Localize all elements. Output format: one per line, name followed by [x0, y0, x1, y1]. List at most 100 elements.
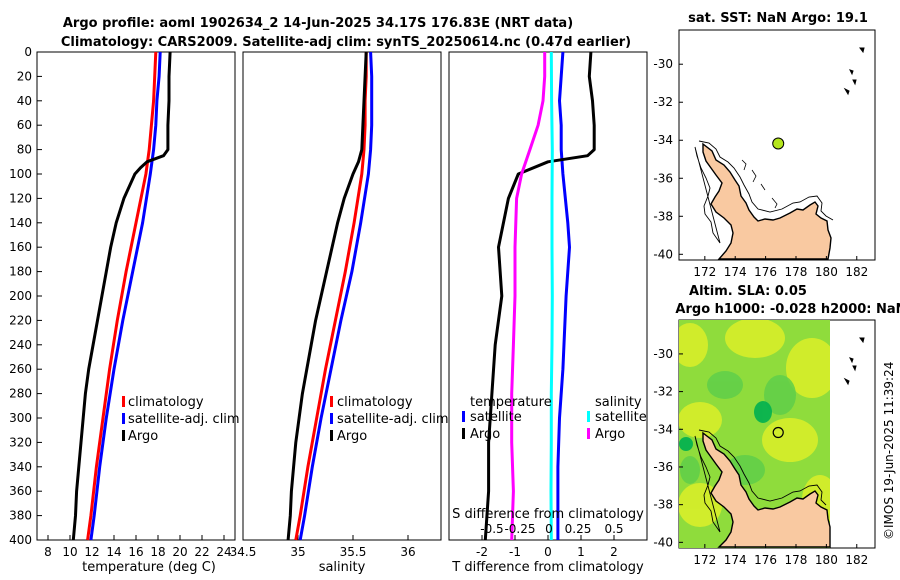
x-tick-label: 34.5 — [230, 545, 257, 559]
s-diff-tick-label: 0 — [545, 522, 553, 536]
legend-swatch-satellite — [122, 413, 125, 424]
legend-label-satellite-adj: satellite-adj. clim — [337, 412, 449, 427]
depth-tick-label: 40 — [17, 94, 32, 108]
x-tick-label: 16 — [128, 545, 143, 559]
s-diff-tick-label: -0.5 — [480, 522, 503, 536]
depth-tick-label: 120 — [9, 191, 32, 205]
depth-tick-label: 260 — [9, 362, 32, 376]
legend-label-argo: Argo — [337, 429, 367, 444]
map-y-tick-label: -36 — [653, 171, 673, 185]
x-tick-label: 0 — [544, 545, 552, 559]
legend-swatch-climatology — [122, 396, 125, 407]
series-line-satellite-adj-clim — [89, 51, 162, 541]
argo-float-marker — [772, 137, 785, 150]
depth-tick-label: 160 — [9, 240, 32, 254]
legend-swatch-argo — [330, 430, 333, 441]
map-x-tick-label: 172 — [693, 265, 716, 279]
x-tick-label: 12 — [84, 545, 99, 559]
sst-map-title: sat. SST: NaN Argo: 19.1 — [688, 11, 868, 26]
legend-title-salinity: salinity — [595, 395, 642, 410]
map-x-tick-label: 172 — [693, 553, 716, 567]
map-x-tick-label: 180 — [815, 553, 838, 567]
map-x-tick-label: 176 — [754, 265, 777, 279]
legend-swatch-satellite — [330, 413, 333, 424]
sst-map: sat. SST: NaN Argo: 19.1 172 174 176 178 180… — [653, 11, 876, 279]
temperature-series — [71, 51, 172, 541]
depth-tick-label: 400 — [9, 533, 32, 547]
depth-tick-label: 0 — [24, 45, 32, 59]
difference-series — [483, 51, 596, 541]
series-line-satellite-adj-clim — [298, 51, 374, 541]
temperature-x-label: temperature (deg C) — [82, 560, 216, 575]
map-x-tick-label: 182 — [845, 553, 868, 567]
temperature-axis: 8 10 12 14 16 18 20 22 24 — [44, 535, 232, 559]
salinity-x-label: salinity — [319, 560, 366, 575]
legend-swatch-climatology — [330, 396, 333, 407]
x-tick-label: 1 — [577, 545, 585, 559]
x-tick-label: 22 — [194, 545, 209, 559]
x-tick-label: 10 — [62, 545, 77, 559]
depth-tick-label: 300 — [9, 411, 32, 425]
s-difference-axis: -0.5 -0.25 0 0.25 0.5 — [480, 522, 623, 536]
continental-shelf-outline — [694, 140, 834, 244]
depth-tick-label: 20 — [17, 69, 32, 83]
depth-tick-label: 140 — [9, 216, 32, 230]
map-y-tick-label: -40 — [653, 535, 673, 549]
depth-tick-label: 380 — [9, 509, 32, 523]
temperature-legend: climatology satellite-adj. clim Argo — [122, 395, 240, 444]
map-x-tick-label: 180 — [815, 265, 838, 279]
series-line-argo — [71, 51, 172, 541]
kermadec-islands — [843, 47, 865, 96]
series-line-temperature-argo — [483, 51, 596, 541]
series-line-salinity-argo — [510, 52, 547, 541]
depth-tick-label: 360 — [9, 484, 32, 498]
x-tick-label: 20 — [172, 545, 187, 559]
depth-tick-label: 60 — [17, 118, 32, 132]
legend-swatch-t-argo — [462, 428, 465, 439]
map-y-tick-label: -32 — [653, 95, 673, 109]
sla-map: Altim. SLA: 0.05 Argo h1000: -0.028 h200… — [653, 284, 900, 567]
legend-swatch-s-satellite — [587, 411, 590, 422]
depth-tick-label: 180 — [9, 265, 32, 279]
depth-tick-label: 340 — [9, 460, 32, 474]
x-tick-label: -1 — [509, 545, 521, 559]
depth-tick-label: 100 — [9, 167, 32, 181]
new-zealand-land — [702, 431, 831, 548]
map-y-tick-label: -30 — [653, 57, 673, 71]
x-tick-label: 8 — [44, 545, 52, 559]
sst-map-axes: 172 174 176 178 180 182 -30 -32 -34 -36 -38 -40 — [653, 57, 868, 279]
map-x-tick-label: 182 — [845, 265, 868, 279]
depth-tick-label: 320 — [9, 435, 32, 449]
s-diff-tick-label: -0.25 — [504, 522, 535, 536]
new-zealand-land — [702, 142, 832, 260]
difference-profile-panel: -2 -1 0 1 2 temperature satellite Argo salin… — [448, 51, 648, 575]
legend-swatch-s-argo — [587, 428, 590, 439]
legend-label-t-argo: Argo — [470, 427, 500, 442]
t-difference-x-label: T difference from climatology — [451, 560, 644, 575]
figure-title-line1: Argo profile: aoml 1902634_2 14-Jun-2025… — [63, 16, 573, 31]
depth-tick-label: 240 — [9, 338, 32, 352]
continental-shelf-outline — [694, 429, 827, 533]
series-line-salinity-satellite — [549, 51, 554, 541]
depth-tick-label: 200 — [9, 289, 32, 303]
map-x-tick-label: 176 — [754, 553, 777, 567]
legend-title-temperature: temperature — [470, 395, 552, 410]
series-line-temperature-satellite — [556, 51, 571, 540]
temperature-profile-panel: 0 20 40 60 80 100 120 140 160 180 200 220 240 260 280 3… — [9, 45, 453, 575]
x-tick-label: 18 — [150, 545, 165, 559]
series-line-argo — [286, 51, 368, 541]
temperature-axes-frame — [36, 51, 236, 541]
map-y-tick-label: -40 — [653, 247, 673, 261]
s-diff-tick-label: 0.25 — [565, 522, 592, 536]
salinity-axes-frame — [242, 51, 442, 541]
legend-label-satellite-adj: satellite-adj. clim — [128, 412, 240, 427]
t-difference-axis: -2 -1 0 1 2 — [476, 535, 618, 559]
legend-swatch-argo — [122, 430, 125, 441]
x-tick-label: 2 — [610, 545, 618, 559]
map-y-tick-label: -36 — [653, 460, 673, 474]
map-y-tick-label: -38 — [653, 498, 673, 512]
depth-tick-label: 80 — [17, 143, 32, 157]
series-line-climatology — [86, 51, 158, 541]
legend-label-climatology: climatology — [337, 395, 413, 410]
